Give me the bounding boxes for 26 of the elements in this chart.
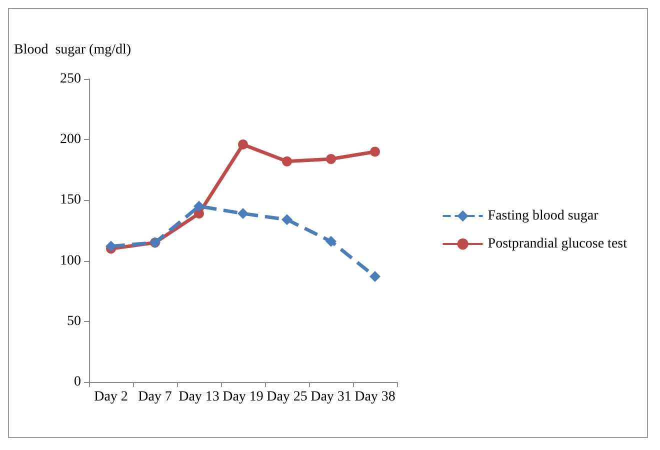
x-tick-label: Day 13 bbox=[178, 390, 220, 404]
point bbox=[326, 236, 336, 247]
point bbox=[282, 156, 292, 166]
x-tick-label: Day 2 bbox=[94, 390, 128, 404]
y-tick-label: 200 bbox=[60, 132, 81, 148]
x-tick-label: Day 38 bbox=[354, 390, 396, 404]
point bbox=[238, 208, 248, 220]
legend-label: Postprandial glucose test bbox=[488, 236, 628, 252]
y-tick-label: 150 bbox=[60, 192, 81, 208]
y-tick-label: 100 bbox=[60, 253, 81, 268]
x-tick-label: Day 19 bbox=[222, 390, 264, 404]
y-tick-label: 250 bbox=[60, 72, 81, 86]
legend-label: Fasting blood sugar bbox=[488, 208, 599, 224]
y-tick-label: 0 bbox=[74, 374, 81, 390]
point bbox=[370, 146, 380, 157]
x-tick-label: Day 31 bbox=[310, 390, 352, 404]
point bbox=[106, 240, 116, 252]
x-tick-label: Day 25 bbox=[266, 390, 308, 404]
point bbox=[326, 154, 336, 164]
x-tick-label: Day 7 bbox=[138, 390, 172, 404]
point bbox=[238, 139, 248, 150]
y-axis-title: Blood sugar (mg/dl) bbox=[14, 42, 132, 58]
y-tick-label: 50 bbox=[67, 314, 81, 329]
point bbox=[194, 200, 204, 212]
point bbox=[370, 271, 380, 282]
point bbox=[282, 214, 292, 226]
